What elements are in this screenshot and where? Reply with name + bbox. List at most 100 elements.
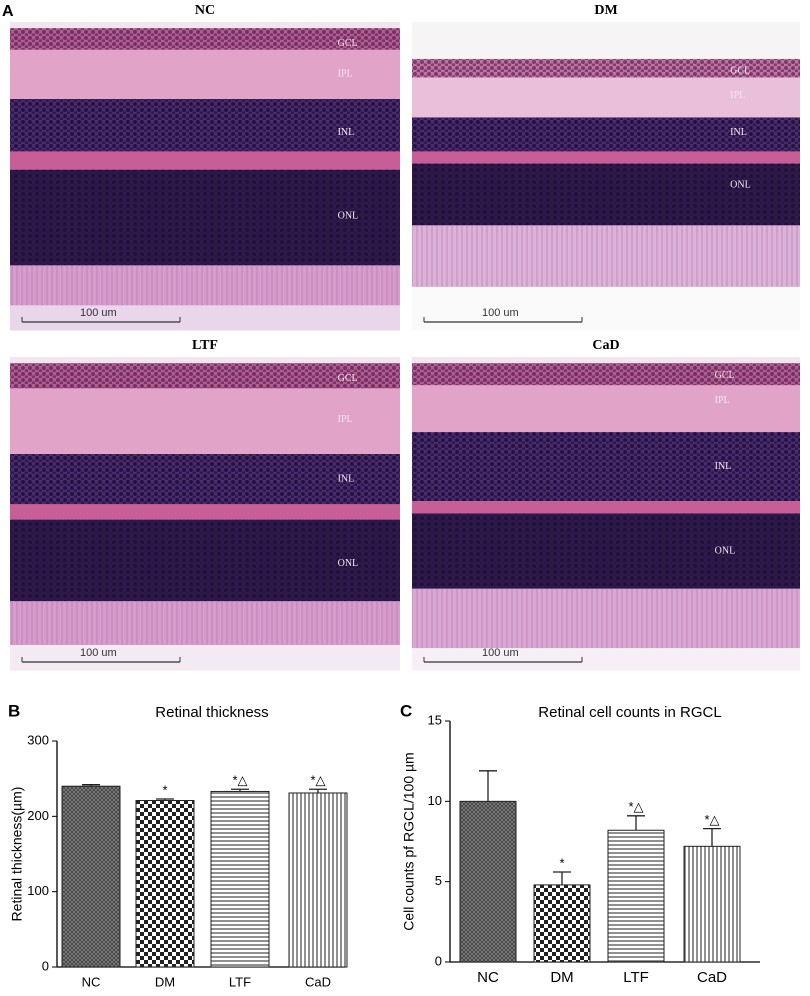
photoreceptors: [412, 588, 800, 649]
layer-label: GCL: [730, 66, 750, 77]
y-tick-label: 0: [435, 953, 442, 968]
scale-label: 100 um: [482, 647, 519, 659]
bar: [607, 829, 665, 963]
error-bar: [309, 788, 327, 793]
bar: [288, 792, 348, 968]
bar: [61, 785, 121, 968]
panel-label: A: [2, 3, 14, 20]
error-bar: [553, 871, 571, 885]
y-tick-label: 200: [27, 808, 49, 823]
image-title: NC: [195, 3, 215, 18]
tissue-layer: [10, 305, 400, 331]
significance-mark: *△: [310, 773, 325, 788]
error-bar: [82, 784, 100, 787]
y-tick-label: 10: [428, 793, 442, 808]
nuclei: [10, 454, 400, 505]
layer-label: GCL: [338, 373, 358, 384]
nuclei: [412, 58, 800, 78]
layer-label: IPL: [338, 69, 353, 80]
panel-label: C: [400, 701, 412, 720]
bar: [459, 800, 517, 963]
tissue-layer: [10, 388, 400, 455]
nuclei: [412, 363, 800, 386]
tissue-layer: [412, 385, 800, 433]
y-axis-label: Retinal thickness(µm): [9, 787, 25, 922]
significance-mark: *: [559, 855, 564, 870]
y-tick-label: 5: [435, 873, 442, 888]
y-tick-label: 0: [42, 958, 49, 973]
nuclei: [10, 99, 400, 152]
significance-mark: *△: [628, 799, 643, 814]
nuclei: [10, 363, 400, 389]
error-bar: [627, 815, 645, 831]
layer-label: INL: [338, 473, 355, 484]
tissue-layer: [412, 648, 800, 671]
significance-mark: *: [162, 782, 167, 797]
error-bar: [231, 788, 249, 792]
y-tick-label: 15: [428, 712, 442, 727]
x-tick-label: NC: [477, 969, 499, 986]
x-tick-label: LTF: [623, 969, 649, 986]
y-axis-label: Cell counts pf RGCL/100 µm: [401, 752, 417, 930]
tissue-layer: [10, 644, 400, 671]
layer-label: INL: [338, 127, 355, 138]
tissue-layer: [412, 22, 800, 60]
layer-label: IPL: [730, 90, 745, 101]
tissue-layer: [10, 49, 400, 100]
y-tick-label: 300: [27, 732, 49, 747]
tissue-layer: [412, 500, 800, 514]
layer-label: GCL: [338, 38, 358, 49]
tissue-layer: [10, 22, 400, 29]
scale-label: 100 um: [80, 307, 117, 319]
layer-label: GCL: [715, 370, 735, 381]
nuclei: [10, 28, 400, 50]
chart-title: Retinal thickness: [155, 704, 268, 721]
nuclei: [412, 513, 800, 589]
image-title: LTF: [192, 338, 218, 353]
bar: [683, 845, 741, 963]
x-tick-label: LTF: [229, 974, 251, 989]
tissue-layer: [412, 357, 800, 364]
nuclei: [10, 519, 400, 602]
error-bar: [703, 827, 721, 847]
photoreceptors: [10, 601, 400, 645]
tissue-layer: [10, 151, 400, 171]
layer-label: IPL: [715, 395, 730, 406]
x-tick-label: DM: [550, 969, 573, 986]
layer-label: ONL: [730, 180, 751, 191]
bar: [210, 790, 270, 968]
layer-label: IPL: [338, 414, 353, 425]
layer-label: INL: [715, 461, 732, 472]
x-tick-label: DM: [155, 974, 175, 989]
error-bar: [479, 770, 497, 802]
nuclei: [412, 117, 800, 152]
image-title: DM: [594, 3, 617, 18]
tissue-layer: [412, 77, 800, 118]
tissue-layer: [412, 151, 800, 165]
panel-label: B: [8, 701, 20, 720]
layer-label: ONL: [338, 558, 359, 569]
layer-label: ONL: [338, 210, 359, 221]
tissue-layer: [412, 286, 800, 331]
bar: [533, 884, 591, 963]
x-tick-label: CaD: [697, 969, 727, 986]
x-tick-label: NC: [82, 974, 101, 989]
nuclei: [10, 169, 400, 266]
layer-label: INL: [730, 127, 747, 138]
tissue-layer: [10, 357, 400, 364]
scale-label: 100 um: [80, 647, 117, 659]
tissue-layer: [10, 504, 400, 521]
significance-mark: *△: [704, 812, 719, 827]
error-bar: [156, 798, 174, 801]
photoreceptors: [412, 225, 800, 287]
photoreceptors: [10, 265, 400, 306]
scale-label: 100 um: [482, 307, 519, 319]
nuclei: [412, 163, 800, 226]
x-tick-label: CaD: [305, 974, 331, 989]
layer-label: ONL: [715, 545, 736, 556]
chart-title: Retinal cell counts in RGCL: [538, 704, 721, 721]
nuclei: [412, 432, 800, 501]
y-tick-label: 100: [27, 883, 49, 898]
significance-mark: *△: [232, 773, 247, 788]
